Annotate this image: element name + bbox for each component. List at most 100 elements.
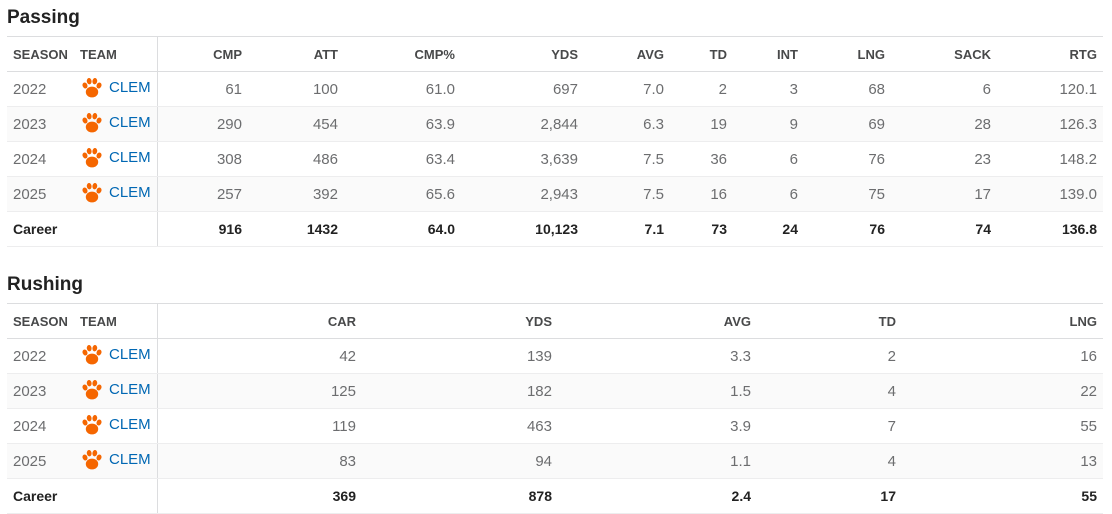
col-header-lng[interactable]: LNG bbox=[902, 303, 1103, 339]
team-link[interactable]: CLEM bbox=[109, 79, 151, 96]
stat-sack-cell: 17 bbox=[891, 176, 997, 212]
stat-int-cell: 6 bbox=[733, 176, 804, 212]
team-link[interactable]: CLEM bbox=[109, 346, 151, 363]
col-header-yds[interactable]: YDS bbox=[362, 303, 558, 339]
clemson-paw-icon[interactable] bbox=[80, 343, 104, 367]
team-link[interactable]: CLEM bbox=[109, 114, 151, 131]
stat-yds-cell: 182 bbox=[362, 373, 558, 409]
team-link[interactable]: CLEM bbox=[109, 416, 151, 433]
career-avg-cell: 7.1 bbox=[584, 211, 670, 247]
stat-avg-cell: 6.3 bbox=[584, 106, 670, 142]
career-sack-cell: 74 bbox=[891, 211, 997, 247]
stat-lng-cell: 75 bbox=[804, 176, 891, 212]
col-header-team[interactable]: TEAM bbox=[74, 303, 158, 339]
stat-cmp-pct-cell: 63.9 bbox=[344, 106, 461, 142]
stat-lng-cell: 22 bbox=[902, 373, 1103, 409]
stat-rtg-cell: 139.0 bbox=[997, 176, 1103, 212]
team-cell: CLEM bbox=[74, 338, 158, 374]
career-cmp-cell: 916 bbox=[157, 211, 248, 247]
stat-cmp-cell: 308 bbox=[157, 141, 248, 177]
career-row: Career 916 1432 64.0 10,123 7.1 73 24 76 74 136.8 bbox=[7, 211, 1103, 247]
career-cmp-pct-cell: 64.0 bbox=[344, 211, 461, 247]
col-header-sack[interactable]: SACK bbox=[891, 36, 997, 72]
team-wrapper: CLEM bbox=[80, 448, 151, 472]
col-header-avg[interactable]: AVG bbox=[584, 36, 670, 72]
team-link[interactable]: CLEM bbox=[109, 149, 151, 166]
stat-td-cell: 4 bbox=[757, 443, 902, 479]
col-header-season[interactable]: SEASON bbox=[7, 303, 74, 339]
team-link[interactable]: CLEM bbox=[109, 451, 151, 468]
table-row: 2023 CLEM 290 454 63.9 2,844 6.3 19 9 69 28 126.3 bbox=[7, 106, 1103, 142]
col-header-att[interactable]: ATT bbox=[248, 36, 344, 72]
table-row: 2024 CLEM 119 463 3.9 7 55 bbox=[7, 408, 1103, 444]
col-header-int[interactable]: INT bbox=[733, 36, 804, 72]
col-header-car[interactable]: CAR bbox=[157, 303, 362, 339]
stat-car-cell: 125 bbox=[157, 373, 362, 409]
col-header-yds[interactable]: YDS bbox=[461, 36, 584, 72]
season-cell: 2022 bbox=[7, 71, 74, 107]
col-header-td[interactable]: TD bbox=[670, 36, 733, 72]
stat-sack-cell: 23 bbox=[891, 141, 997, 177]
team-wrapper: CLEM bbox=[80, 343, 151, 367]
clemson-paw-icon[interactable] bbox=[80, 76, 104, 100]
col-header-lng[interactable]: LNG bbox=[804, 36, 891, 72]
stat-att-cell: 392 bbox=[248, 176, 344, 212]
clemson-paw-icon[interactable] bbox=[80, 378, 104, 402]
clemson-paw-icon[interactable] bbox=[80, 146, 104, 170]
team-wrapper: CLEM bbox=[80, 413, 151, 437]
stat-avg-cell: 7.5 bbox=[584, 176, 670, 212]
career-int-cell: 24 bbox=[733, 211, 804, 247]
season-cell: 2023 bbox=[7, 373, 74, 409]
passing-table: SEASON TEAM CMP ATT CMP% YDS AVG TD INT … bbox=[7, 36, 1103, 247]
stat-car-cell: 119 bbox=[157, 408, 362, 444]
season-cell: 2024 bbox=[7, 408, 74, 444]
stat-td-cell: 16 bbox=[670, 176, 733, 212]
season-cell: 2025 bbox=[7, 443, 74, 479]
stat-lng-cell: 13 bbox=[902, 443, 1103, 479]
stat-avg-cell: 3.9 bbox=[558, 408, 757, 444]
stat-cmp-pct-cell: 65.6 bbox=[344, 176, 461, 212]
col-header-cmp-pct[interactable]: CMP% bbox=[344, 36, 461, 72]
col-header-team[interactable]: TEAM bbox=[74, 36, 158, 72]
stat-car-cell: 83 bbox=[157, 443, 362, 479]
stat-cmp-pct-cell: 63.4 bbox=[344, 141, 461, 177]
col-header-cmp[interactable]: CMP bbox=[157, 36, 248, 72]
col-header-rtg[interactable]: RTG bbox=[997, 36, 1103, 72]
team-link[interactable]: CLEM bbox=[109, 184, 151, 201]
season-cell: 2025 bbox=[7, 176, 74, 212]
col-header-td[interactable]: TD bbox=[757, 303, 902, 339]
stat-car-cell: 42 bbox=[157, 338, 362, 374]
clemson-paw-icon[interactable] bbox=[80, 448, 104, 472]
career-td-cell: 73 bbox=[670, 211, 733, 247]
stat-lng-cell: 16 bbox=[902, 338, 1103, 374]
career-yds-cell: 10,123 bbox=[461, 211, 584, 247]
passing-title: Passing bbox=[7, 7, 80, 28]
col-header-avg[interactable]: AVG bbox=[558, 303, 757, 339]
team-link[interactable]: CLEM bbox=[109, 381, 151, 398]
stat-yds-cell: 2,844 bbox=[461, 106, 584, 142]
career-avg-cell: 2.4 bbox=[558, 478, 757, 514]
stat-rtg-cell: 126.3 bbox=[997, 106, 1103, 142]
stat-rtg-cell: 148.2 bbox=[997, 141, 1103, 177]
stat-lng-cell: 69 bbox=[804, 106, 891, 142]
team-wrapper: CLEM bbox=[80, 146, 151, 170]
stat-avg-cell: 1.1 bbox=[558, 443, 757, 479]
passing-section: Passing SEASON TEAM CMP ATT CMP% YDS bbox=[7, 0, 1103, 247]
stat-td-cell: 4 bbox=[757, 373, 902, 409]
stat-td-cell: 2 bbox=[757, 338, 902, 374]
col-header-season[interactable]: SEASON bbox=[7, 36, 74, 72]
stat-cmp-cell: 257 bbox=[157, 176, 248, 212]
clemson-paw-icon[interactable] bbox=[80, 181, 104, 205]
table-row: 2025 CLEM 83 94 1.1 4 13 bbox=[7, 443, 1103, 479]
team-wrapper: CLEM bbox=[80, 181, 151, 205]
career-att-cell: 1432 bbox=[248, 211, 344, 247]
team-cell: CLEM bbox=[74, 176, 158, 212]
stat-avg-cell: 1.5 bbox=[558, 373, 757, 409]
clemson-paw-icon[interactable] bbox=[80, 111, 104, 135]
career-label: Career bbox=[7, 211, 158, 247]
stat-lng-cell: 55 bbox=[902, 408, 1103, 444]
stat-td-cell: 36 bbox=[670, 141, 733, 177]
career-rtg-cell: 136.8 bbox=[997, 211, 1103, 247]
clemson-paw-icon[interactable] bbox=[80, 413, 104, 437]
team-wrapper: CLEM bbox=[80, 76, 151, 100]
